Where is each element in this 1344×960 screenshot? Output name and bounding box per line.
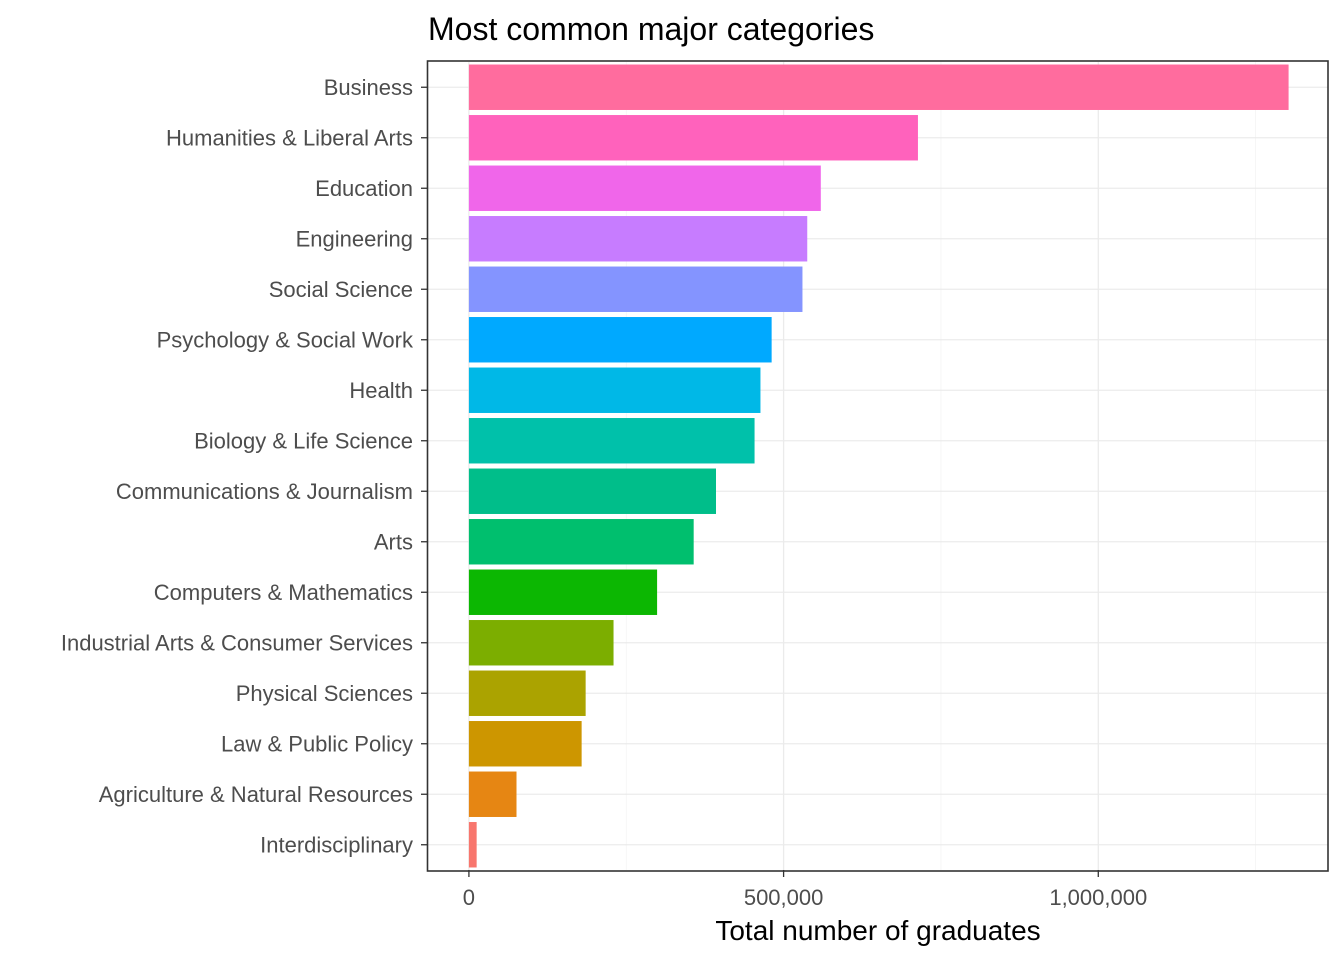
y-tick-label-15: Interdisciplinary xyxy=(260,832,413,857)
bar-15 xyxy=(468,822,477,868)
panel-border xyxy=(426,60,1329,872)
bar-14 xyxy=(468,771,517,817)
bar-0 xyxy=(468,64,1289,110)
bar-5 xyxy=(468,317,772,363)
bar-11 xyxy=(468,620,614,666)
x-axis: 0 500,000 1,000,000 xyxy=(463,870,1147,910)
bars xyxy=(468,64,1289,868)
chart-title: Most common major categories xyxy=(428,11,874,47)
y-tick-label-4: Social Science xyxy=(269,277,413,302)
bar-13 xyxy=(468,721,582,767)
bar-6 xyxy=(468,367,761,413)
x-tick-label-2: 1,000,000 xyxy=(1049,885,1147,910)
bar-4 xyxy=(468,266,803,312)
bar-10 xyxy=(468,569,658,615)
x-tick-label-1: 500,000 xyxy=(744,885,824,910)
bar-12 xyxy=(468,670,586,716)
bar-2 xyxy=(468,165,821,211)
y-tick-label-3: Engineering xyxy=(296,226,413,251)
y-tick-label-5: Psychology & Social Work xyxy=(157,327,414,352)
y-tick-label-8: Communications & Journalism xyxy=(116,479,413,504)
bar-7 xyxy=(468,418,755,464)
bar-1 xyxy=(468,115,918,161)
y-tick-label-1: Humanities & Liberal Arts xyxy=(166,125,413,150)
y-axis: Business Humanities & Liberal Arts Educati… xyxy=(61,75,428,857)
y-tick-label-0: Business xyxy=(324,75,413,100)
x-axis-title: Total number of graduates xyxy=(715,915,1040,946)
y-tick-label-10: Computers & Mathematics xyxy=(154,580,413,605)
y-tick-label-6: Health xyxy=(349,378,413,403)
y-tick-label-7: Biology & Life Science xyxy=(194,428,413,453)
bar-3 xyxy=(468,216,808,262)
y-tick-label-13: Law & Public Policy xyxy=(221,731,413,756)
y-tick-label-9: Arts xyxy=(374,529,413,554)
y-tick-label-12: Physical Sciences xyxy=(236,681,413,706)
bar-8 xyxy=(468,468,717,514)
y-tick-label-2: Education xyxy=(315,176,413,201)
x-tick-label-0: 0 xyxy=(463,885,475,910)
y-tick-label-14: Agriculture & Natural Resources xyxy=(99,782,413,807)
y-tick-label-11: Industrial Arts & Consumer Services xyxy=(61,630,413,655)
bar-9 xyxy=(468,519,694,565)
